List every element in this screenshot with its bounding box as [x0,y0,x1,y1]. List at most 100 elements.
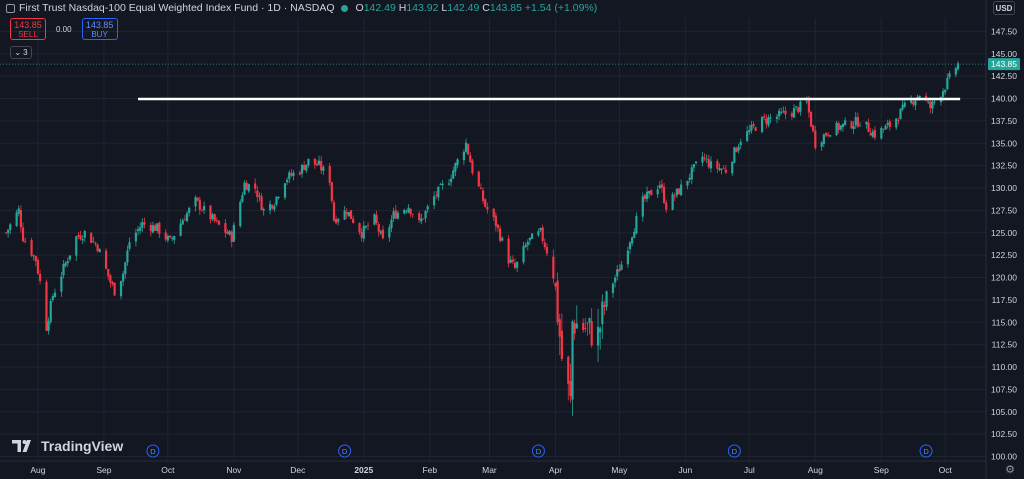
candle-body[interactable] [9,224,12,230]
candle-body[interactable] [141,222,144,228]
candle-body[interactable] [358,223,361,233]
candle-body[interactable] [552,256,555,279]
candle-body[interactable] [820,142,823,147]
candle-body[interactable] [805,101,808,103]
candle-body[interactable] [345,212,348,215]
settings-gear-icon[interactable]: ⚙ [1005,464,1015,476]
candle-body[interactable] [571,321,574,400]
candle-body[interactable] [686,180,689,186]
candle-body[interactable] [931,101,934,109]
candle-body[interactable] [910,100,913,103]
candle-body[interactable] [437,186,440,198]
candle-body[interactable] [814,130,817,148]
candle-body[interactable] [914,100,917,106]
candle-body[interactable] [567,356,570,384]
candle-body[interactable] [232,224,235,242]
candle-body[interactable] [499,228,502,241]
candle-body[interactable] [509,259,512,263]
candle-body[interactable] [66,261,69,264]
candle-body[interactable] [575,323,578,329]
candle-body[interactable] [467,144,470,155]
candle-body[interactable] [767,117,770,126]
candle-body[interactable] [545,246,549,254]
candle-body[interactable] [886,123,889,125]
candle-body[interactable] [286,179,289,183]
candle-body[interactable] [484,199,487,207]
candle-body[interactable] [288,172,291,180]
candle-body[interactable] [897,120,900,122]
candle-body[interactable] [709,161,713,169]
candle-body[interactable] [254,183,257,189]
candle-body[interactable] [364,226,368,228]
candle-body[interactable] [829,135,832,137]
candle-body[interactable] [856,117,860,127]
candle-body[interactable] [164,232,167,240]
candle-body[interactable] [332,202,336,221]
candle-body[interactable] [113,282,116,296]
candle-body[interactable] [703,157,706,159]
candle-body[interactable] [198,199,201,210]
candle-body[interactable] [241,195,244,202]
candle-body[interactable] [511,259,514,262]
candle-body[interactable] [307,158,310,166]
candle-body[interactable] [705,158,708,160]
candle-body[interactable] [944,89,947,93]
candle-body[interactable] [501,237,504,241]
candle-body[interactable] [471,160,474,174]
candle-body[interactable] [790,113,793,117]
candle-body[interactable] [507,238,510,264]
candle-body[interactable] [245,182,248,190]
candle-body[interactable] [494,215,497,227]
candle-body[interactable] [183,219,186,221]
candle-body[interactable] [7,229,10,233]
candle-body[interactable] [194,197,197,207]
candle-body[interactable] [688,177,691,180]
candle-body[interactable] [750,125,753,131]
candle-body[interactable] [396,212,399,219]
candle-body[interactable] [927,101,930,103]
candle-body[interactable] [765,118,768,124]
candle-body[interactable] [224,223,227,233]
candle-body[interactable] [379,231,382,234]
candle-body[interactable] [128,242,131,249]
candle-body[interactable] [873,130,877,138]
candle-body[interactable] [21,227,25,242]
candle-body[interactable] [317,160,321,165]
candle-body[interactable] [479,187,483,189]
candle-body[interactable] [392,211,395,219]
candle-body[interactable] [136,229,140,232]
candle-body[interactable] [733,147,736,163]
candle-body[interactable] [51,296,54,300]
candle-body[interactable] [15,212,18,226]
candle-body[interactable] [954,68,957,75]
candle-body[interactable] [718,168,721,170]
dividend-marker-icon[interactable] [146,444,160,458]
candle-body[interactable] [631,237,634,244]
candle-body[interactable] [298,172,302,175]
candle-body[interactable] [292,172,295,176]
candle-body[interactable] [38,273,42,281]
candle-body[interactable] [573,323,576,334]
candle-body[interactable] [912,101,915,105]
candle-body[interactable] [671,194,674,210]
candle-body[interactable] [126,250,129,263]
candle-body[interactable] [303,165,306,170]
candle-body[interactable] [850,121,853,129]
candle-body[interactable] [824,133,828,136]
candle-body[interactable] [68,255,71,260]
candle-body[interactable] [111,282,114,285]
candle-body[interactable] [611,283,615,294]
candle-body[interactable] [30,240,33,256]
candle-body[interactable] [775,116,779,119]
candle-body[interactable] [143,222,146,225]
dividend-marker-icon[interactable] [727,444,741,458]
candle-body[interactable] [360,232,363,238]
candle-body[interactable] [422,218,425,220]
candle-body[interactable] [748,130,751,133]
candle-body[interactable] [260,196,263,210]
candle-body[interactable] [763,116,766,118]
candle-body[interactable] [526,241,529,246]
candle-body[interactable] [603,304,606,308]
candle-body[interactable] [839,125,842,130]
candle-body[interactable] [156,223,159,231]
